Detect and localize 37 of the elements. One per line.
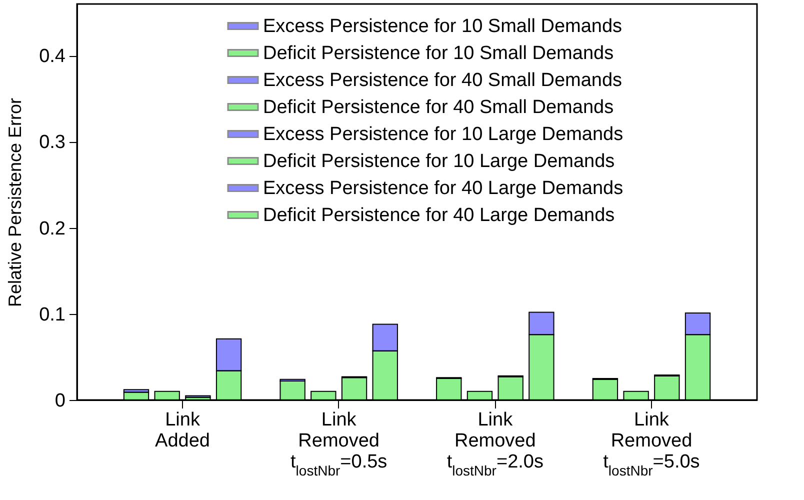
legend-label: Excess Persistence for 40 Small Demands <box>263 70 622 91</box>
legend-label: Deficit Persistence for 10 Small Demands <box>263 43 614 64</box>
bar <box>216 370 242 400</box>
bar <box>592 378 618 400</box>
x-tick-label: Link Removed t$_{lostNbr}$=5.0s <box>603 410 700 478</box>
y-tick-label: 0.3 <box>39 132 66 154</box>
legend-label: Deficit Persistence for 40 Small Demands <box>263 97 614 118</box>
bar <box>154 390 180 400</box>
bar <box>436 378 462 400</box>
bar <box>280 380 306 400</box>
bar <box>123 389 150 393</box>
bar <box>528 312 554 336</box>
bar <box>684 312 711 336</box>
y-tick-label: 0.4 <box>39 46 66 68</box>
bar <box>216 338 242 372</box>
bar <box>528 334 554 400</box>
bar <box>466 390 493 400</box>
x-tick-label: Link Removed t$_{lostNbr}$=2.0s <box>446 410 544 478</box>
bar <box>684 334 711 400</box>
legend-label: Excess Persistence for 10 Small Demands <box>263 16 622 37</box>
bar <box>372 324 398 352</box>
x-tick-label: Link Added <box>155 410 210 452</box>
x-tick-label: Link Removed t$_{lostNbr}$=0.5s <box>290 410 388 478</box>
bar <box>498 376 524 400</box>
bar <box>341 377 368 400</box>
y-tick-label: 0.2 <box>39 218 66 240</box>
legend-label: Excess Persistence for 40 Large Demands <box>263 178 624 199</box>
bar <box>372 350 398 400</box>
bar <box>654 375 680 400</box>
bar <box>310 390 336 400</box>
y-axis-title: Relative Persistence Error <box>5 98 26 308</box>
bar <box>623 390 649 400</box>
y-tick-label: 0 <box>54 390 66 412</box>
legend-label: Excess Persistence for 10 Large Demands <box>263 124 624 145</box>
legend-label: Deficit Persistence for 10 Large Demands <box>263 151 615 172</box>
legend-label: Deficit Persistence for 40 Large Demands <box>263 205 615 226</box>
y-tick-label: 0.1 <box>39 304 66 326</box>
